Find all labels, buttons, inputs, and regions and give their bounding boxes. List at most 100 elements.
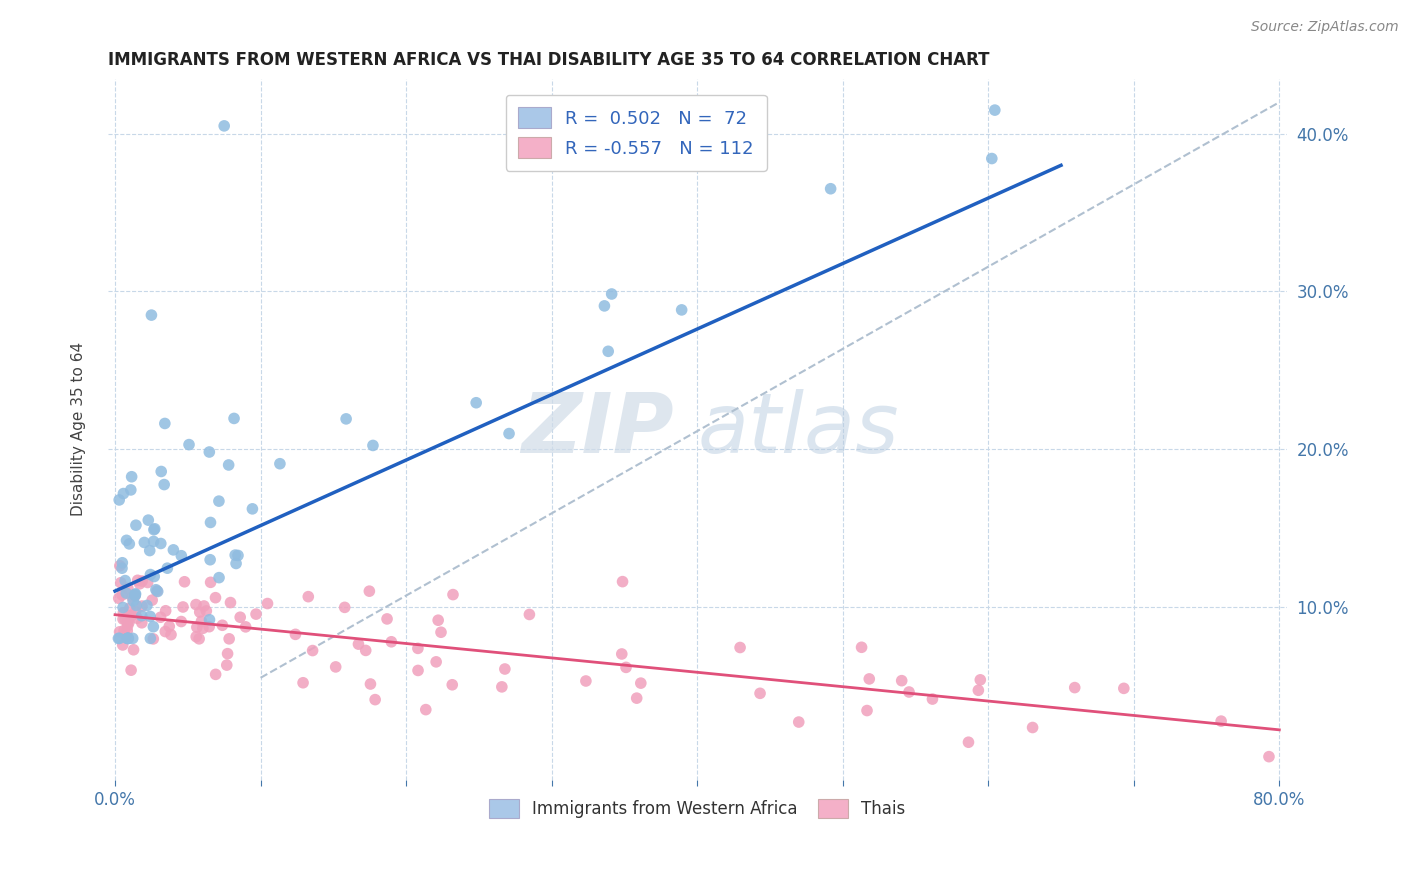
Point <box>108 632 131 646</box>
Point <box>671 302 693 317</box>
Point <box>519 607 541 622</box>
Point <box>117 632 139 646</box>
Point <box>820 182 842 196</box>
Point <box>121 608 143 623</box>
Legend: Immigrants from Western Africa, Thais: Immigrants from Western Africa, Thais <box>482 792 912 824</box>
Point <box>108 492 131 507</box>
Point <box>112 600 135 615</box>
Point <box>218 458 240 472</box>
Point <box>115 533 138 548</box>
Point <box>188 632 211 646</box>
Point <box>851 640 873 655</box>
Point <box>217 647 239 661</box>
Point <box>406 641 429 656</box>
Point <box>425 655 447 669</box>
Point <box>121 590 143 604</box>
Point <box>136 513 159 527</box>
Point <box>225 557 247 571</box>
Point <box>108 558 131 573</box>
Point <box>441 588 464 602</box>
Point <box>120 483 142 497</box>
Point <box>157 619 180 633</box>
Point <box>139 632 162 646</box>
Point <box>380 634 402 648</box>
Point <box>494 662 516 676</box>
Point <box>149 610 172 624</box>
Point <box>155 604 177 618</box>
Point <box>115 630 138 644</box>
Point <box>186 620 208 634</box>
Point <box>124 589 146 603</box>
Point <box>153 417 176 431</box>
Point <box>728 640 751 655</box>
Text: Source: ZipAtlas.com: Source: ZipAtlas.com <box>1251 20 1399 34</box>
Point <box>117 632 139 646</box>
Point <box>256 597 278 611</box>
Point <box>112 606 135 620</box>
Point <box>131 599 153 613</box>
Point <box>156 561 179 575</box>
Point <box>787 714 810 729</box>
Point <box>122 642 145 657</box>
Point <box>118 537 141 551</box>
Point <box>124 605 146 619</box>
Point <box>575 673 598 688</box>
Point <box>141 593 163 607</box>
Point <box>107 591 129 606</box>
Point <box>375 612 398 626</box>
Point <box>333 600 356 615</box>
Point <box>118 601 141 615</box>
Point <box>215 658 238 673</box>
Point <box>600 287 623 301</box>
Point <box>297 590 319 604</box>
Point <box>219 596 242 610</box>
Point <box>980 152 1002 166</box>
Point <box>598 344 620 359</box>
Point <box>143 522 166 536</box>
Point <box>269 457 291 471</box>
Point <box>117 615 139 629</box>
Point <box>118 615 141 630</box>
Point <box>465 395 488 409</box>
Point <box>498 426 520 441</box>
Point <box>441 678 464 692</box>
Point <box>131 615 153 630</box>
Point <box>198 445 221 459</box>
Point <box>111 556 134 570</box>
Point <box>890 673 912 688</box>
Point <box>111 588 134 602</box>
Point <box>1258 749 1281 764</box>
Point <box>162 542 184 557</box>
Point <box>229 610 252 624</box>
Point <box>190 614 212 628</box>
Point <box>173 574 195 589</box>
Point <box>292 675 315 690</box>
Point <box>1063 681 1085 695</box>
Point <box>114 574 136 588</box>
Point <box>170 549 193 563</box>
Point <box>284 627 307 641</box>
Text: IMMIGRANTS FROM WESTERN AFRICA VS THAI DISABILITY AGE 35 TO 64 CORRELATION CHART: IMMIGRANTS FROM WESTERN AFRICA VS THAI D… <box>108 51 990 69</box>
Point <box>117 632 139 646</box>
Point <box>198 613 221 627</box>
Point <box>135 599 157 613</box>
Point <box>170 615 193 629</box>
Point <box>125 518 148 533</box>
Point <box>208 571 231 585</box>
Point <box>111 561 134 575</box>
Point <box>984 103 1007 117</box>
Point <box>198 552 221 566</box>
Point <box>335 412 357 426</box>
Point <box>1112 681 1135 696</box>
Point <box>142 632 165 646</box>
Point <box>108 624 131 639</box>
Point <box>208 494 231 508</box>
Point <box>122 594 145 608</box>
Point <box>301 643 323 657</box>
Point <box>610 647 633 661</box>
Point <box>1021 721 1043 735</box>
Point <box>347 637 370 651</box>
Point <box>218 632 240 646</box>
Y-axis label: Disability Age 35 to 64: Disability Age 35 to 64 <box>72 343 86 516</box>
Point <box>354 643 377 657</box>
